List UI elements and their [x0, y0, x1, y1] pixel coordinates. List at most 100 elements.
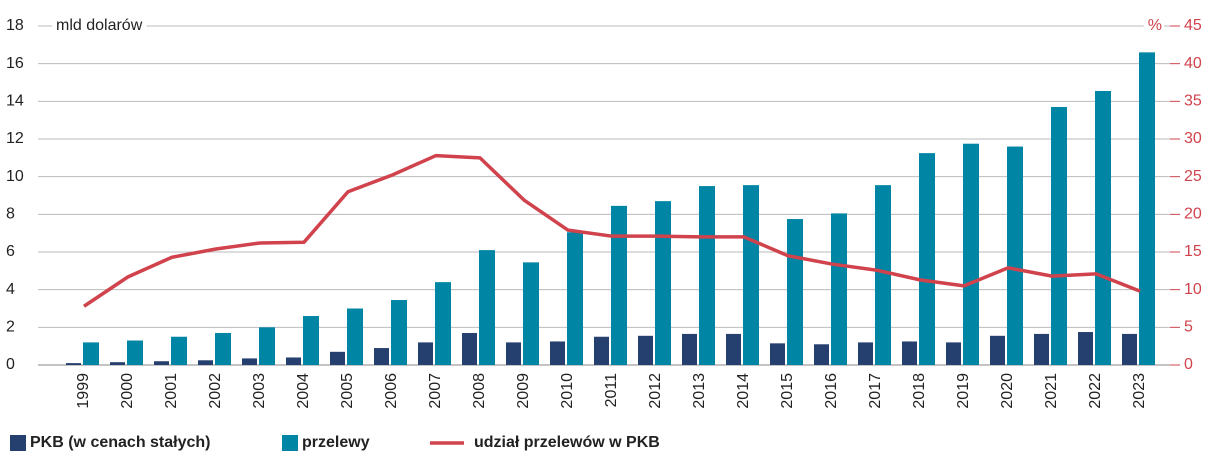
y-tick-label: 10: [6, 168, 24, 185]
y2-tick-label: 5: [1184, 319, 1193, 336]
line: [83, 153, 1141, 308]
x-tick-label: 2001: [163, 373, 180, 409]
bar: [391, 300, 407, 365]
y2-tick-label: 40: [1184, 55, 1202, 72]
y-tick-label: 0: [6, 356, 15, 373]
bar: [1051, 106, 1067, 365]
legend-label: przelewy: [302, 434, 370, 451]
bar: [814, 344, 829, 365]
x-tick-label: 2016: [823, 373, 840, 409]
x-tick-label: 2021: [1043, 373, 1060, 409]
y-tick-label: 14: [6, 93, 24, 110]
x-tick-label: 2017: [867, 373, 884, 409]
y2-tick-label: 15: [1184, 243, 1202, 260]
x-tick-label: 2011: [603, 373, 620, 408]
bar: [638, 335, 653, 365]
bar: [858, 342, 873, 365]
y-tick-label: 4: [6, 281, 15, 298]
x-tick-label: 2000: [119, 373, 136, 409]
y2-unit-label: %: [1148, 17, 1162, 34]
bar: [1122, 333, 1137, 365]
bar: [682, 333, 697, 365]
bar: [242, 358, 257, 365]
x-tick-label: 2019: [955, 373, 972, 409]
bar: [418, 342, 433, 365]
y2-tick-label: 10: [1184, 281, 1202, 298]
x-tick-label: 2018: [911, 373, 928, 409]
bar: [699, 186, 715, 365]
y2-tick-label: 20: [1184, 206, 1202, 223]
x-tick-label: 2003: [251, 373, 268, 409]
bar: [215, 332, 231, 365]
bar: [286, 357, 301, 365]
y-tick-label: 2: [6, 319, 15, 336]
bar: [347, 308, 363, 365]
bar: [611, 205, 627, 365]
x-tick-label: 2012: [647, 373, 664, 409]
x-tick-label: 2002: [207, 373, 224, 409]
x-tick-label: 1999: [75, 373, 92, 409]
bar: [303, 316, 319, 365]
legend-label: udział przelewów w PKB: [474, 434, 660, 451]
y2-tick-label: 35: [1184, 93, 1202, 110]
x-tick-label: 2014: [735, 373, 752, 409]
bar: [66, 363, 81, 365]
x-tick-label: 2009: [515, 373, 532, 409]
y-tick-label: 8: [6, 206, 15, 223]
y2-tick-label: 25: [1184, 168, 1202, 185]
unit-bg: [52, 17, 147, 35]
legend-label: PKB (w cenach stałych): [30, 434, 211, 451]
bar: [523, 262, 539, 365]
bar: [831, 213, 847, 365]
bar: [435, 282, 451, 365]
y-tick-label: 12: [6, 130, 24, 147]
x-tick-label: 2020: [999, 373, 1016, 409]
y-tick-label: 6: [6, 243, 15, 260]
legend-swatch: [282, 435, 298, 451]
bar: [770, 343, 785, 365]
bar: [726, 333, 741, 365]
bar: [1095, 90, 1111, 365]
bar: [127, 340, 143, 365]
bar: [655, 201, 671, 365]
y-unit-label: mld dolarów: [56, 17, 143, 34]
bar: [567, 232, 583, 365]
bar: [946, 342, 961, 365]
bar: [330, 351, 345, 365]
bar: [1139, 52, 1155, 365]
x-tick-label: 2022: [1087, 373, 1104, 409]
bar: [1078, 332, 1093, 365]
bar: [594, 336, 609, 365]
x-tick-label: 2004: [295, 373, 312, 409]
y-tick-label: 18: [6, 17, 24, 34]
x-tick-label: 2007: [427, 373, 444, 409]
bar: [787, 219, 803, 365]
bar: [506, 342, 521, 365]
bar: [462, 332, 477, 365]
bar: [550, 341, 565, 365]
bar: [1007, 146, 1023, 365]
y2-tick-label: 45: [1184, 17, 1202, 34]
legend-swatch: [10, 435, 26, 451]
x-tick-label: 2023: [1131, 373, 1148, 409]
x-tick-label: 2008: [471, 373, 488, 409]
bar: [83, 342, 99, 365]
x-tick-label: 2010: [559, 373, 576, 409]
bar: [154, 361, 169, 365]
unit-bg: [1143, 17, 1164, 35]
bar: [259, 327, 275, 365]
x-tick-label: 2005: [339, 373, 356, 409]
y2-tick-label: 30: [1184, 130, 1202, 147]
bar: [171, 336, 187, 365]
y-tick-label: 16: [6, 55, 24, 72]
bar: [110, 362, 125, 365]
x-tick-label: 2015: [779, 373, 796, 409]
bar: [743, 185, 759, 365]
bar: [919, 153, 935, 365]
bar: [374, 348, 389, 365]
bar: [963, 143, 979, 365]
x-tick-label: 2006: [383, 373, 400, 409]
bar: [902, 341, 917, 365]
